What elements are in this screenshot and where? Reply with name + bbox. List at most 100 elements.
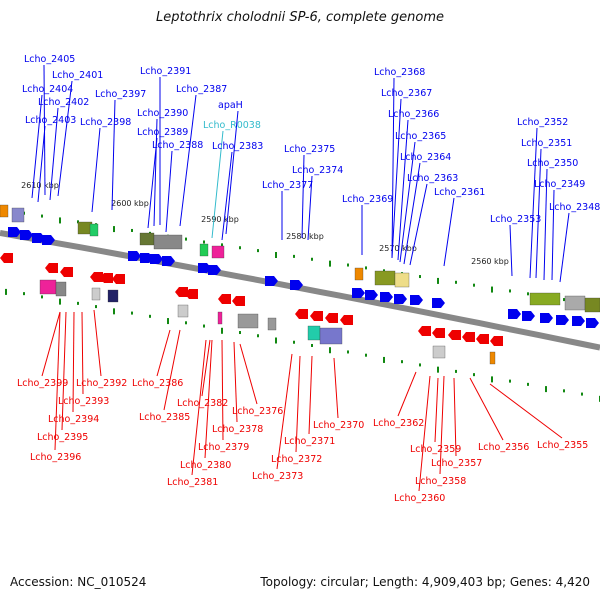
reverse-gene-arrow [185, 289, 198, 299]
reverse-gene-arrow [232, 296, 245, 306]
top-gene-label: Lcho_2353 [490, 214, 541, 225]
scale-tick [113, 308, 115, 315]
feature-box [354, 267, 364, 281]
feature-box [55, 281, 67, 297]
top-gene-label: Lcho_2363 [407, 173, 458, 184]
top-gene-label: Lcho_2365 [395, 131, 446, 142]
scale-tick [257, 334, 259, 338]
forward-gene-arrow [394, 294, 407, 304]
scale-tick [491, 376, 493, 383]
top-gene-label: Lcho_2351 [521, 138, 572, 149]
reverse-gene-arrow [476, 334, 489, 344]
bottom-leader-line [233, 341, 238, 423]
reverse-gene-arrow [418, 326, 431, 336]
bottom-gene-label: Lcho_2385 [139, 412, 190, 423]
top-leader-line [535, 148, 542, 279]
scale-tick [59, 298, 61, 305]
scale-tick [95, 305, 97, 309]
top-leader-line [391, 77, 395, 259]
bottom-leader-line [308, 355, 313, 435]
bottom-leader-line [93, 309, 102, 377]
forward-gene-arrow [208, 265, 221, 275]
bottom-gene-label: Lcho_2355 [537, 440, 588, 451]
top-leader-line [403, 162, 421, 265]
bottom-gene-label: Lcho_2392 [76, 378, 127, 389]
scale-tick [185, 321, 187, 325]
bottom-leader-line [418, 375, 431, 492]
scale-tick [311, 257, 313, 261]
top-leader-line [179, 94, 197, 227]
forward-gene-arrow [508, 309, 521, 319]
feature-box [217, 311, 223, 325]
bottom-gene-label: Lcho_2381 [167, 477, 218, 488]
scale-tick [365, 266, 367, 270]
genome-summary-text: Topology: circular; Length: 4,909,403 bp… [260, 575, 590, 589]
bottom-gene-label: Lcho_2357 [431, 458, 482, 469]
reverse-gene-arrow [432, 328, 445, 338]
feature-box [267, 317, 277, 331]
top-leader-line [111, 99, 116, 211]
scale-tick [455, 369, 457, 373]
reverse-gene-arrow [218, 294, 231, 304]
scale-label: 2580 kbp [286, 232, 324, 241]
scale-tick [5, 288, 7, 295]
feature-box [211, 245, 225, 259]
bottom-leader-line [156, 329, 171, 377]
top-leader-line [225, 110, 239, 235]
scale-tick [311, 343, 313, 347]
scale-tick [293, 254, 295, 258]
reverse-gene-arrow [448, 330, 461, 340]
bottom-leader-line [434, 377, 439, 443]
top-gene-label: Lcho_R0038 [203, 120, 261, 131]
scale-tick [401, 360, 403, 364]
bottom-gene-label: Lcho_2359 [410, 444, 461, 455]
forward-gene-arrow [150, 254, 163, 264]
bottom-gene-label: Lcho_2395 [37, 432, 88, 443]
forward-gene-arrow [365, 290, 378, 300]
top-gene-label: Lcho_2369 [342, 194, 393, 205]
top-leader-line [391, 98, 402, 259]
top-leader-line [57, 80, 73, 197]
top-gene-label: Lcho_2349 [534, 179, 585, 190]
feature-box [584, 297, 600, 313]
bottom-leader-line [163, 329, 181, 411]
top-gene-label: Lcho_2403 [25, 115, 76, 126]
top-leader-line [529, 127, 538, 279]
scale-tick [347, 263, 349, 267]
scale-tick [509, 289, 511, 293]
top-gene-label: Lcho_2387 [176, 84, 227, 95]
forward-gene-arrow [540, 313, 553, 323]
top-leader-line [221, 151, 233, 241]
top-leader-line [397, 119, 409, 261]
bottom-leader-line [201, 339, 211, 397]
bottom-gene-label: Lcho_2362 [373, 418, 424, 429]
scale-tick [527, 292, 529, 296]
reverse-gene-arrow [340, 315, 353, 325]
top-gene-label: Lcho_2388 [152, 140, 203, 151]
feature-box [237, 313, 259, 329]
forward-gene-arrow [265, 276, 278, 286]
top-gene-label: Lcho_2364 [400, 152, 451, 163]
forward-gene-arrow [290, 280, 303, 290]
top-leader-line [49, 107, 59, 201]
bottom-gene-label: Lcho_2360 [394, 493, 445, 504]
forward-gene-arrow [352, 288, 365, 298]
forward-gene-arrow [162, 256, 175, 266]
top-gene-label: Lcho_2368 [374, 67, 425, 78]
reverse-gene-arrow [462, 332, 475, 342]
scale-tick [509, 379, 511, 383]
top-gene-label: Lcho_2397 [95, 89, 146, 100]
bottom-leader-line [41, 311, 61, 377]
bottom-gene-label: Lcho_2386 [132, 378, 183, 389]
scale-tick [149, 314, 151, 318]
top-gene-label: Lcho_2374 [292, 165, 343, 176]
scale-tick [41, 214, 43, 218]
scale-tick [581, 392, 583, 396]
top-gene-label: Lcho_2348 [549, 202, 600, 213]
top-leader-line [211, 130, 224, 239]
bottom-leader-line [469, 377, 504, 441]
top-leader-line [399, 141, 416, 263]
forward-gene-arrow [556, 315, 569, 325]
reverse-gene-arrow [112, 274, 125, 284]
